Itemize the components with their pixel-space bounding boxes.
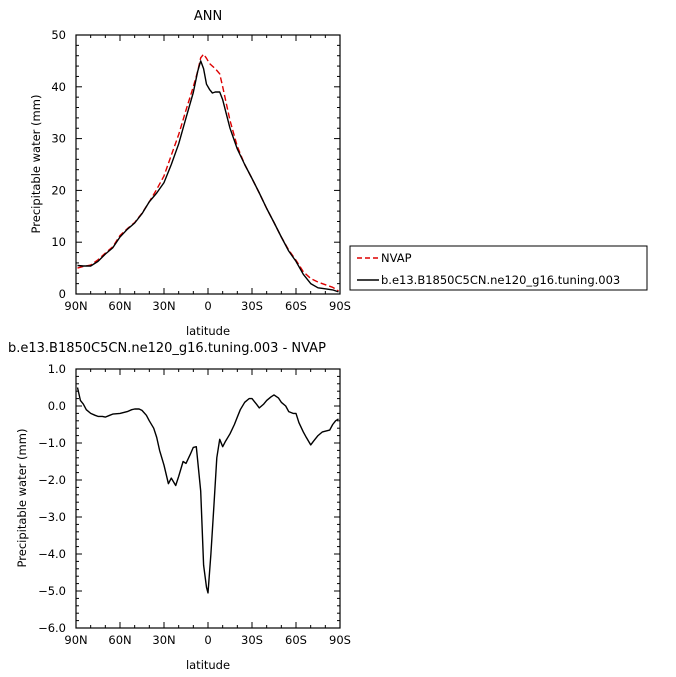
top-chart-series-lines [77,53,339,293]
bottom-chart-x-tick-label: 30N [152,633,175,647]
bottom-chart-y-tick-label: −1.0 [38,436,66,450]
bottom-chart-y-tick-label: 0.0 [48,399,66,413]
top-chart-x-tick-label: 30N [152,299,175,313]
bottom-chart-y-tick-label: 1.0 [48,362,66,376]
top-chart-x-tick-label: 30S [241,299,263,313]
bottom-chart-title: b.e13.B1850C5CN.ne120_g16.tuning.003 - N… [8,341,326,356]
bottom-chart-x-tick-label: 30S [241,633,263,647]
top-chart-x-tick-label: 0 [204,299,211,313]
top-chart-series-line-2 [77,60,339,293]
bottom-chart-x-tick-label: 90S [329,633,351,647]
bottom-chart-x-ticks: 90N 60N 30N 0 30S 60S 90S [64,369,351,647]
top-chart-x-ticks: 90N 60N 30N 0 30S 60S 90S [64,35,351,313]
top-chart-x-tick-label: 90S [329,299,351,313]
legend-label-nvap: NVAP [381,251,412,265]
bottom-chart-series-lines [76,387,339,594]
top-chart-x-tick-label: 60S [285,299,307,313]
bottom-chart-x-tick-label: 0 [204,633,211,647]
bottom-chart-y-ticks: −6.0 −5.0 −4.0 −3.0 −2.0 −1.0 0.0 1.0 [38,362,340,635]
top-chart-x-axis-label: latitude [186,324,230,338]
bottom-chart-x-tick-label: 90N [64,633,87,647]
top-chart-y-tick-label: 20 [51,183,66,197]
bottom-chart-x-tick-label: 60N [108,633,131,647]
bottom-chart-y-tick-label: −4.0 [38,547,66,561]
top-chart-y-tick-label: 10 [51,235,66,249]
bottom-chart-x-axis-label: latitude [186,658,230,672]
bottom-chart-y-tick-label: −3.0 [38,510,66,524]
top-chart-y-axis-label: Precipitable water (mm) [29,95,43,234]
bottom-chart-y-axis-label: Precipitable water (mm) [15,429,29,568]
bottom-chart-plot-frame [75,368,341,629]
top-chart-y-tick-label: 40 [51,80,66,94]
bottom-chart-y-tick-label: −6.0 [38,621,66,635]
top-chart-y-ticks: 0 10 20 30 40 50 [51,28,340,301]
top-chart-panel: ANN Precipitable water (mm) latitude 90N… [29,9,351,338]
top-chart-y-tick-label: 30 [51,132,66,146]
top-chart-series-line-1 [77,53,339,292]
top-chart-x-tick-label: 60N [108,299,131,313]
top-chart-plot-frame [75,34,341,295]
bottom-chart-panel: b.e13.B1850C5CN.ne120_g16.tuning.003 - N… [8,341,351,672]
legend-label-model: b.e13.B1850C5CN.ne120_g16.tuning.003 [381,273,620,287]
legend-frame [349,245,648,291]
bottom-chart-series-line-1 [76,387,339,594]
bottom-chart-y-tick-label: −5.0 [38,584,66,598]
top-chart-x-tick-label: 90N [64,299,87,313]
top-chart-legend: NVAP b.e13.B1850C5CN.ne120_g16.tuning.00… [349,245,648,291]
top-chart-title: ANN [194,9,222,24]
top-chart-y-tick-label: 0 [59,287,66,301]
bottom-chart-x-tick-label: 60S [285,633,307,647]
bottom-chart-y-tick-label: −2.0 [38,473,66,487]
top-chart-y-tick-label: 50 [51,28,66,42]
